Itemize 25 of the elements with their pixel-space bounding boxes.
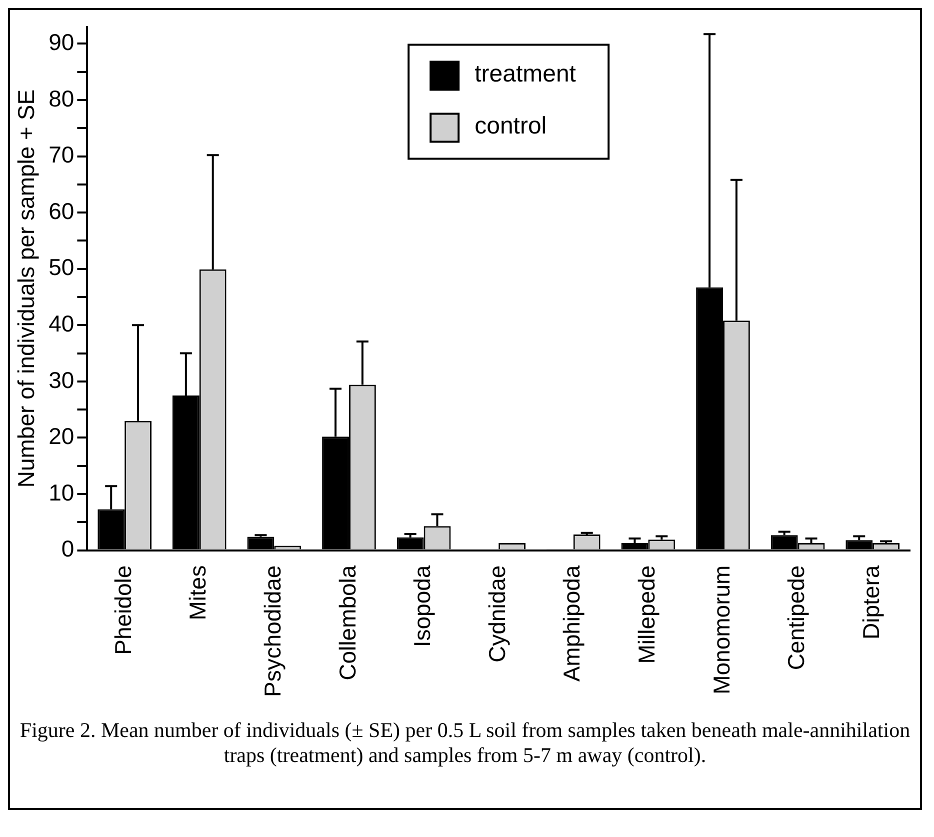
y-tick-label: 70	[48, 142, 74, 168]
y-tick-label: 20	[48, 423, 74, 450]
y-tick-label: 10	[48, 479, 74, 506]
x-tick-label: Collembola	[334, 565, 360, 680]
legend-label: control	[474, 112, 547, 140]
y-tick-label: 0	[61, 536, 74, 562]
x-tick-label: Psychodidae	[260, 565, 286, 698]
y-tick-label: 40	[48, 310, 74, 336]
y-axis-title: Number of individuals per sample + SE	[13, 89, 40, 488]
y-tick-label: 50	[48, 254, 74, 280]
x-tick-label: Amphipoda	[558, 565, 585, 682]
x-tick-label: Isopoda	[409, 565, 436, 648]
legend-label: treatment	[474, 60, 576, 88]
x-tick-label: Mites	[184, 565, 211, 620]
y-tick-label: 80	[48, 85, 74, 112]
y-tick-label: 60	[48, 198, 74, 224]
x-tick-label: Pheidole	[110, 565, 136, 655]
x-tick-label: Centipede	[783, 565, 810, 670]
x-tick-label: Monomorum	[708, 565, 734, 694]
y-tick-label: 90	[48, 29, 74, 56]
x-tick-label: Diptera	[858, 565, 884, 640]
caption: Figure 2. Mean number of individuals (± SE) per 0.5 L soil from samples taken beneath male-annihilation traps (treatment) and samples from 5-7 m away (control).	[18, 717, 912, 769]
y-tick-label: 30	[48, 366, 74, 393]
x-tick-label: Cydnidae	[484, 565, 510, 662]
x-tick-label: Millepede	[634, 565, 660, 664]
